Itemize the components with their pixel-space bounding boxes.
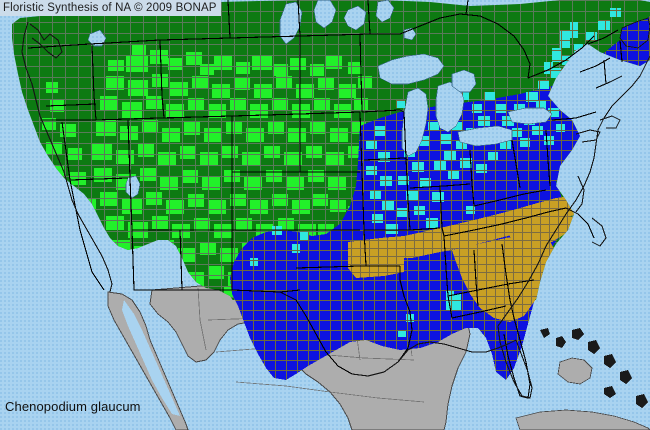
region-blue-present-adventive: [230, 8, 650, 382]
region-caribbean-no-data: [515, 328, 650, 430]
map-title-plate: Floristic Synthesis of NA © 2009 BONAP: [0, 0, 221, 16]
great-lakes-water: [87, 0, 553, 199]
coastlines: [21, 21, 650, 399]
maritime-provinces: [619, 17, 650, 49]
species-name-label: Chenopodium glaucum: [5, 399, 141, 414]
state-borders: [27, 0, 623, 399]
